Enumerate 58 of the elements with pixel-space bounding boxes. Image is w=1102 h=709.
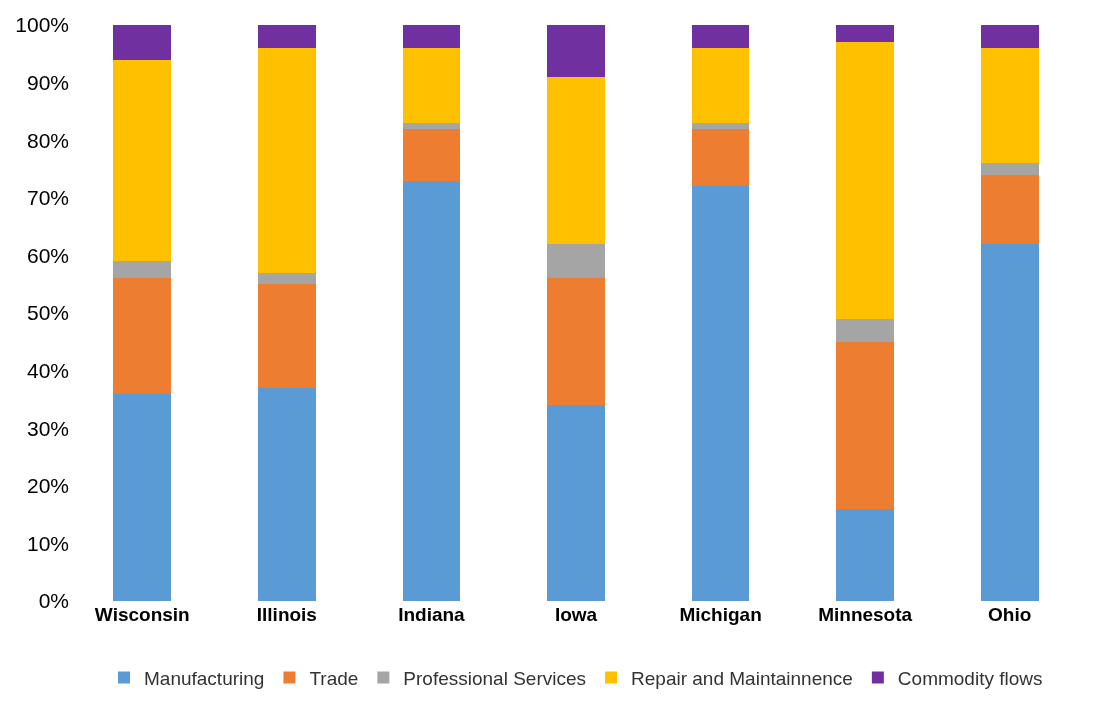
y-tick-label: 0% (38, 589, 69, 613)
bar (980, 25, 1039, 49)
bar (113, 393, 172, 601)
bar (257, 48, 316, 273)
y-tick-label: 60% (26, 243, 69, 267)
bar (691, 48, 750, 123)
bar (691, 25, 750, 49)
y-tick-label: 100% (15, 13, 69, 37)
legend-label: Professional Services (403, 667, 587, 689)
y-tick-label: 30% (26, 416, 69, 440)
bar (691, 186, 750, 601)
bar (547, 278, 605, 406)
bar (691, 128, 750, 187)
x-tick-label: Wisconsin (94, 604, 190, 625)
bar (836, 341, 895, 509)
bar (402, 122, 461, 129)
y-tick-label: 40% (26, 358, 69, 382)
y-tick-label: 80% (26, 128, 69, 152)
y-tick-label: 90% (26, 70, 69, 94)
legend-label: Repair and Maintainnence (631, 667, 853, 689)
bar (402, 48, 461, 123)
x-tick-label: Minnesota (818, 604, 913, 625)
bar (980, 243, 1039, 601)
bar (113, 261, 172, 279)
y-tick-label: 70% (26, 186, 69, 210)
bar (980, 174, 1039, 244)
x-tick-label: Michigan (679, 604, 762, 625)
bar (836, 318, 895, 342)
bar (257, 272, 316, 285)
bar (402, 180, 461, 601)
legend-label: Commodity flows (897, 667, 1043, 689)
bar (836, 508, 895, 601)
x-tick-label: Indiana (398, 604, 466, 625)
bar (257, 387, 316, 601)
bar (402, 128, 461, 181)
legend-label: Trade (309, 667, 359, 689)
y-tick-label: 20% (26, 474, 69, 498)
bar (547, 405, 605, 601)
bar (113, 59, 172, 262)
bar (257, 284, 316, 388)
bar (691, 122, 750, 129)
y-tick-label: 50% (26, 301, 69, 325)
bar (980, 48, 1039, 164)
bar (836, 25, 895, 43)
bar (836, 42, 895, 319)
bar (113, 25, 172, 60)
x-tick-label: Iowa (554, 604, 598, 625)
bar (547, 25, 605, 77)
bar (257, 25, 316, 49)
bar (980, 163, 1039, 175)
x-tick-label: Ohio (988, 604, 1032, 625)
bar (547, 243, 605, 279)
bar (402, 25, 461, 49)
bar (113, 278, 172, 394)
bar (547, 76, 605, 244)
legend-label: Manufacturing (144, 667, 265, 689)
y-tick-label: 10% (26, 531, 69, 555)
x-tick-label: Illinois (256, 604, 317, 625)
